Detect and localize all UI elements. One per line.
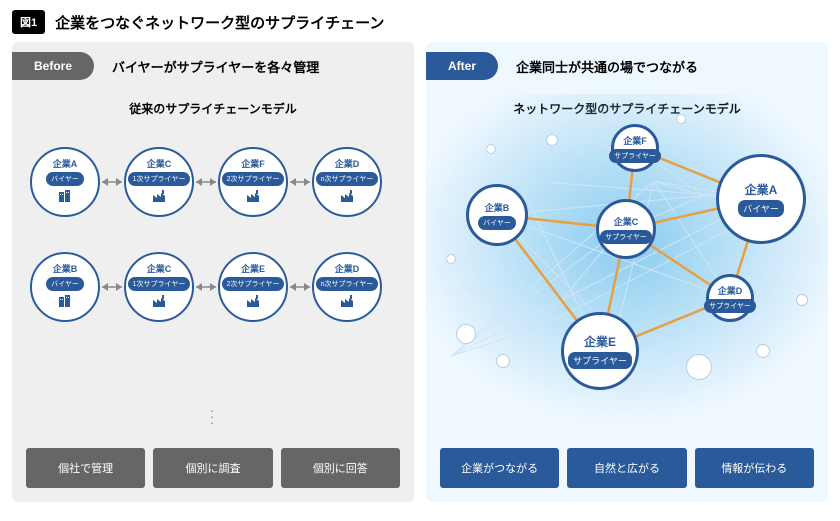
chain-node: 企業Dn次サプライヤー bbox=[312, 147, 382, 217]
figure-badge: 図1 bbox=[12, 10, 45, 34]
bg-node bbox=[686, 354, 712, 380]
summary-item: 情報が伝わる bbox=[695, 448, 814, 488]
network-node: 企業Dサプライヤー bbox=[706, 274, 754, 322]
network-node: 企業Eサプライヤー bbox=[561, 312, 639, 390]
summary-item: 個別に回答 bbox=[281, 448, 400, 488]
chain-node: 企業Aバイヤー bbox=[30, 147, 100, 217]
chain-node: 企業E2次サプライヤー bbox=[218, 252, 288, 322]
summary-item: 企業がつながる bbox=[440, 448, 559, 488]
chain-node: 企業Dn次サプライヤー bbox=[312, 252, 382, 322]
panel-after: After 企業同士が共通の場でつながる ネットワーク型のサプライチェーンモデル… bbox=[426, 42, 828, 502]
figure-caption: 企業をつなぐネットワーク型のサプライチェーン bbox=[55, 12, 384, 33]
network-node: 企業Cサプライヤー bbox=[596, 199, 656, 259]
bg-node bbox=[796, 294, 808, 306]
summary-item: 個別に調査 bbox=[153, 448, 272, 488]
summary-item: 自然と広がる bbox=[567, 448, 686, 488]
panel-before: Before バイヤーがサプライヤーを各々管理 従来のサプライチェーンモデル 企… bbox=[12, 42, 414, 502]
ellipsis: ··· bbox=[12, 407, 414, 425]
network-node: 企業Aバイヤー bbox=[716, 154, 806, 244]
before-subtitle: バイヤーがサプライヤーを各々管理 bbox=[112, 57, 319, 76]
before-badge: Before bbox=[12, 52, 94, 80]
network-node: 企業Fサプライヤー bbox=[611, 124, 659, 172]
after-subtitle: 企業同士が共通の場でつながる bbox=[516, 57, 698, 76]
bg-node bbox=[496, 354, 510, 368]
before-caption: 従来のサプライチェーンモデル bbox=[12, 100, 414, 117]
bg-node bbox=[546, 134, 558, 146]
summary-item: 個社で管理 bbox=[26, 448, 145, 488]
bg-node bbox=[486, 144, 496, 154]
chain-node: 企業C1次サプライヤー bbox=[124, 252, 194, 322]
bg-node bbox=[446, 254, 456, 264]
bg-node bbox=[456, 324, 476, 344]
after-badge: After bbox=[426, 52, 498, 80]
network-node: 企業Bバイヤー bbox=[466, 184, 528, 246]
bg-node bbox=[756, 344, 770, 358]
chain-node: 企業Bバイヤー bbox=[30, 252, 100, 322]
bg-node bbox=[676, 114, 686, 124]
chain-node: 企業F2次サプライヤー bbox=[218, 147, 288, 217]
chain-node: 企業C1次サプライヤー bbox=[124, 147, 194, 217]
